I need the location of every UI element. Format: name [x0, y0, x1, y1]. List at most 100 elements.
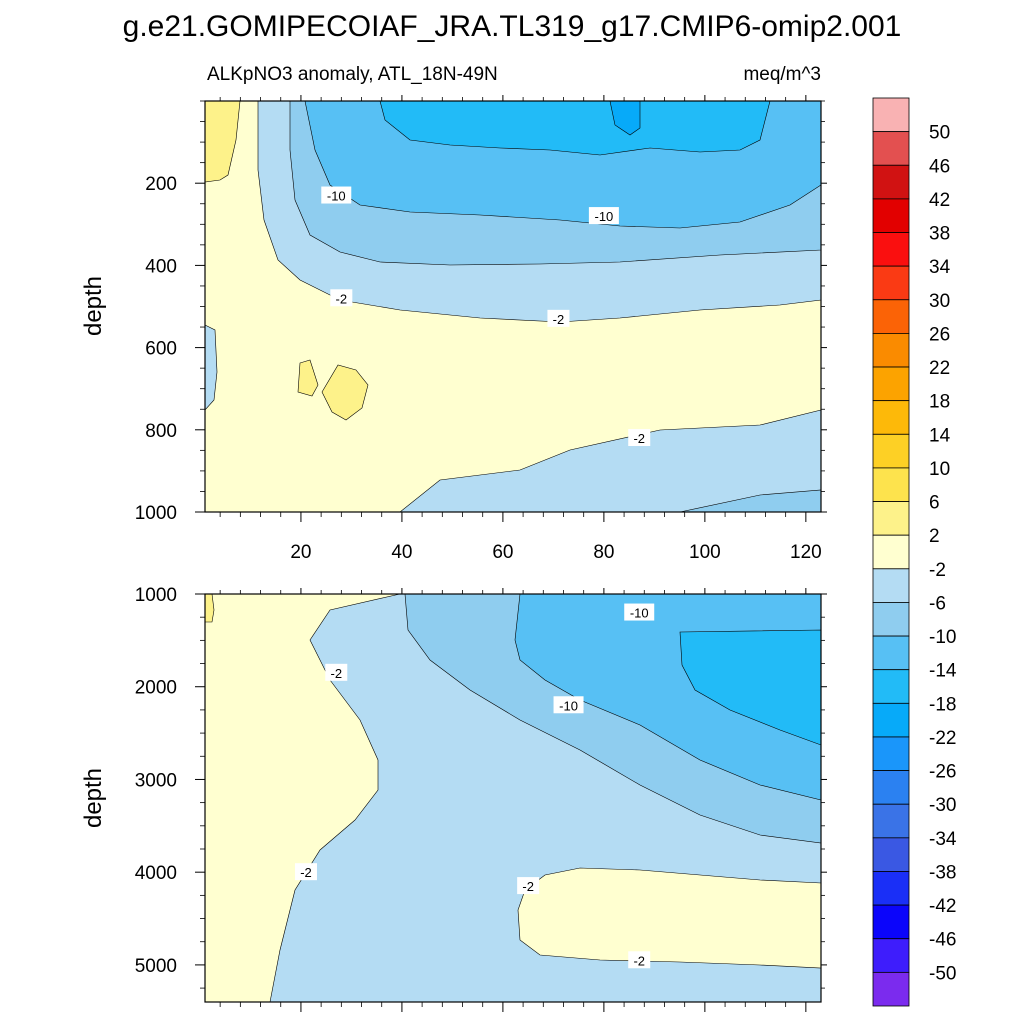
colorbar-tick-label: -6 [929, 593, 946, 614]
colorbar-tick-label: -42 [929, 896, 956, 917]
label-box [294, 863, 317, 881]
label-box [553, 696, 584, 714]
upper-contour-label: -2 [628, 429, 651, 447]
colorbar-swatch [872, 534, 910, 570]
colorbar-tick-label: 22 [929, 358, 950, 379]
lower-fill-deep-p0 [517, 867, 822, 969]
label-box [325, 663, 348, 681]
y-tick-label: 3000 [135, 770, 177, 791]
y-tick-label: 200 [145, 174, 177, 195]
colorbar-tick-label: 26 [929, 324, 950, 345]
colorbar-swatch [872, 736, 910, 771]
lower-y-ticks: 1000 2000 3000 4000 5000 [135, 585, 827, 989]
y-tick-label: 5000 [135, 956, 177, 977]
colorbar-swatch [872, 164, 910, 200]
colorbar-swatch [872, 265, 910, 301]
colorbar-swatch [872, 433, 910, 469]
y-tick-label: 1000 [135, 503, 177, 524]
colorbar-tick-label: 30 [929, 291, 950, 312]
colorbar-tick-label: -46 [929, 930, 956, 951]
y-tick-label: 800 [145, 421, 177, 442]
colorbar-tick-label: 46 [929, 156, 950, 177]
upper-panel: ALKpNO3 anomaly, ATL_18N-49N meq/m^3 -10… [80, 64, 827, 563]
colorbar-swatch [872, 971, 910, 1007]
colorbar-tick-label: -38 [929, 862, 956, 883]
colorbar-swatch [872, 400, 910, 435]
colorbar-tick-label: 34 [929, 257, 951, 278]
colorbar-swatch [872, 837, 910, 872]
colorbar-swatch [872, 702, 910, 738]
colorbar-tick-label: -18 [929, 694, 956, 715]
label-box [628, 951, 651, 969]
colorbar-tick-label: -34 [929, 829, 957, 850]
upper-contour-label: -10 [321, 186, 352, 204]
colorbar-swatch [872, 568, 910, 603]
lower-fill-left-p0 [204, 593, 401, 1003]
label-text: -2 [633, 953, 645, 968]
colorbar-swatch [872, 198, 910, 233]
colorbar-swatch [872, 467, 910, 502]
colorbar-swatch [872, 938, 910, 973]
colorbar-tick-label: 6 [929, 493, 940, 514]
colorbar-swatch [872, 97, 910, 133]
upper-contour-label: -2 [547, 309, 570, 327]
label-text: -10 [630, 606, 649, 621]
colorbar-tick-label: 42 [929, 190, 950, 211]
label-text: -2 [330, 666, 342, 681]
colorbar-tick-label: -50 [929, 963, 956, 984]
colorbar-tick-label: -22 [929, 728, 956, 749]
label-text: -2 [633, 431, 645, 446]
colorbar-tick-label: -14 [929, 661, 957, 682]
label-text: -2 [522, 879, 534, 894]
y-tick-label: 4000 [135, 863, 177, 884]
label-box [321, 186, 352, 204]
colorbar-swatch [872, 131, 910, 166]
x-tick-label: 40 [391, 542, 412, 563]
lower-panel: -10 -2 -10 -2 -2 -2 1000 2000 3000 4000 5000… [80, 585, 827, 1012]
lower-contour-label: -2 [294, 863, 317, 881]
x-tick-label: 60 [492, 542, 513, 563]
lower-y-axis-label: depth [80, 768, 107, 828]
y-tick-label: 1000 [135, 585, 177, 606]
colorbar-tick-label: -2 [929, 560, 946, 581]
upper-y-ticks: 200 400 600 800 1000 [135, 100, 827, 524]
upper-contour-label: -2 [330, 289, 353, 307]
y-tick-label: 600 [145, 339, 177, 360]
label-box [330, 289, 353, 307]
x-tick-label: 20 [290, 542, 311, 563]
label-box [547, 309, 570, 327]
upper-left-string: ALKpNO3 anomaly, ATL_18N-49N [207, 64, 498, 85]
colorbar-swatch [872, 299, 910, 334]
figure-title: g.e21.GOMIPECOIAF_JRA.TL319_g17.CMIP6-om… [123, 10, 902, 43]
colorbar-tick-label: 50 [929, 123, 950, 144]
label-text: -10 [327, 189, 346, 204]
x-tick-label: 100 [689, 542, 721, 563]
colorbar-swatch [872, 232, 910, 267]
upper-contour-labels: -10 -10 -2 -2 -2 [321, 186, 651, 447]
colorbar-swatch [872, 904, 910, 940]
colorbar-tick-label: -10 [929, 627, 956, 648]
label-text: -2 [553, 312, 565, 327]
colorbar-tick-label: -30 [929, 795, 956, 816]
colorbar-tick-label: 10 [929, 459, 950, 480]
upper-fill-m14 [379, 100, 771, 156]
colorbar-swatch [872, 770, 910, 805]
lower-contour-label: -2 [517, 877, 540, 895]
upper-contour-label: -10 [588, 207, 619, 225]
lower-contour-label: -2 [628, 951, 651, 969]
lower-contour-label: -10 [624, 603, 655, 621]
label-box [517, 877, 540, 895]
label-text: -2 [300, 865, 312, 880]
label-box [588, 207, 619, 225]
lower-plot-frame [204, 593, 822, 1003]
y-tick-label: 400 [145, 256, 177, 277]
lower-contour-labels: -10 -2 -10 -2 -2 -2 [294, 603, 655, 969]
label-text: -2 [336, 291, 348, 306]
y-tick-label: 2000 [135, 678, 177, 699]
colorbar-swatch [872, 669, 910, 704]
colorbar-tick-label: 14 [929, 425, 951, 446]
colorbar-swatch [872, 635, 910, 671]
colorbar-tick-label: -26 [929, 762, 956, 783]
lower-contour-label: -10 [553, 696, 584, 714]
lower-fill-corner-warm [204, 593, 215, 623]
